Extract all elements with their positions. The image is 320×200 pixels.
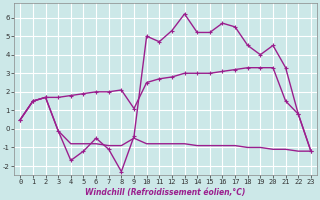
X-axis label: Windchill (Refroidissement éolien,°C): Windchill (Refroidissement éolien,°C) [85,188,246,197]
